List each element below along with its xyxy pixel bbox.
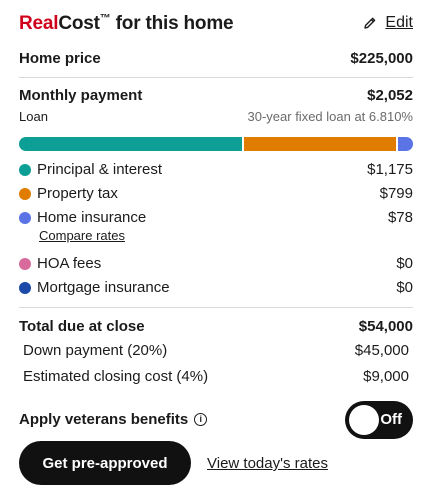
down-payment-row: Down payment (20%) $45,000 <box>19 342 409 359</box>
card-title: RealCost™ for this home <box>19 12 413 36</box>
home-insurance-value: $78 <box>387 209 413 226</box>
legend-hoa-fees: HOA fees $0 <box>19 255 413 272</box>
property-tax-dot-icon <box>19 187 31 200</box>
veterans-toggle[interactable]: Off <box>345 401 413 439</box>
view-todays-rates-link[interactable]: View today's rates <box>207 455 328 472</box>
home-price-value: $225,000 <box>350 50 413 67</box>
home-insurance-dot-icon <box>19 211 31 224</box>
hoa-dot-icon <box>19 257 31 270</box>
payment-breakdown-bar <box>19 137 413 151</box>
monthly-payment-row: Monthly payment $2,052 <box>19 87 413 104</box>
bar-segment-insurance <box>398 137 413 151</box>
home-price-label: Home price <box>19 50 101 67</box>
down-payment-value: $45,000 <box>354 342 409 359</box>
closing-cost-label: Estimated closing cost (4%) <box>23 368 209 385</box>
bar-gap <box>396 137 399 151</box>
closing-cost-value: $9,000 <box>363 368 409 385</box>
veterans-row: Apply veterans benefits i <box>19 411 333 428</box>
principal-value: $1,175 <box>367 161 413 178</box>
legend-mortgage-insurance: Mortgage insurance $0 <box>19 279 413 296</box>
hoa-label: HOA fees <box>37 255 102 272</box>
total-due-value: $54,000 <box>358 318 413 335</box>
mortgage-insurance-value: $0 <box>396 279 413 296</box>
bar-segment-principal <box>19 137 243 151</box>
veterans-label: Apply veterans benefits <box>19 411 189 428</box>
legend-property-tax: Property tax $799 <box>19 185 413 202</box>
legend-home-insurance: Home insurance $78 <box>19 209 413 226</box>
home-insurance-label: Home insurance <box>37 209 147 226</box>
edit-button[interactable]: Edit <box>363 14 413 32</box>
property-tax-label: Property tax <box>37 185 118 202</box>
get-pre-approved-label: Get pre-approved <box>42 454 168 472</box>
monthly-payment-label: Monthly payment <box>19 87 143 104</box>
closing-cost-row: Estimated closing cost (4%) $9,000 <box>19 368 409 385</box>
divider <box>19 77 413 78</box>
compare-rates-link[interactable]: Compare rates <box>39 228 125 243</box>
toggle-knob <box>349 405 379 435</box>
divider <box>19 307 413 308</box>
down-payment-label: Down payment (20%) <box>23 342 168 359</box>
veterans-label-group: Apply veterans benefits i <box>19 411 208 428</box>
total-due-label: Total due at close <box>19 318 145 335</box>
home-price-row: Home price $225,000 <box>19 50 413 67</box>
toggle-state-label: Off <box>380 411 402 428</box>
brand-real: Real <box>19 13 59 34</box>
bar-segment-tax <box>244 137 397 151</box>
get-pre-approved-button[interactable]: Get pre-approved <box>19 441 191 485</box>
trademark-symbol: ™ <box>99 12 111 25</box>
mortgage-insurance-dot-icon <box>19 281 31 294</box>
bar-gap <box>242 137 245 151</box>
monthly-payment-value: $2,052 <box>367 87 413 104</box>
card-header: RealCost™ for this home Edit <box>19 12 413 38</box>
property-tax-value: $799 <box>379 185 413 202</box>
title-suffix: for this home <box>110 13 234 34</box>
loan-detail: 30-year fixed loan at 6.810% <box>247 109 414 124</box>
loan-label: Loan <box>19 109 48 124</box>
loan-row: Loan 30-year fixed loan at 6.810% <box>19 109 413 124</box>
mortgage-insurance-label: Mortgage insurance <box>37 279 170 296</box>
edit-label: Edit <box>385 14 413 31</box>
pencil-icon <box>364 17 376 29</box>
legend-principal: Principal & interest $1,175 <box>19 161 413 178</box>
brand-cost: Cost <box>58 13 100 34</box>
hoa-value: $0 <box>396 255 413 272</box>
info-icon[interactable]: i <box>194 413 208 426</box>
total-due-row: Total due at close $54,000 <box>19 318 413 335</box>
principal-label: Principal & interest <box>37 161 163 178</box>
principal-dot-icon <box>19 163 31 176</box>
